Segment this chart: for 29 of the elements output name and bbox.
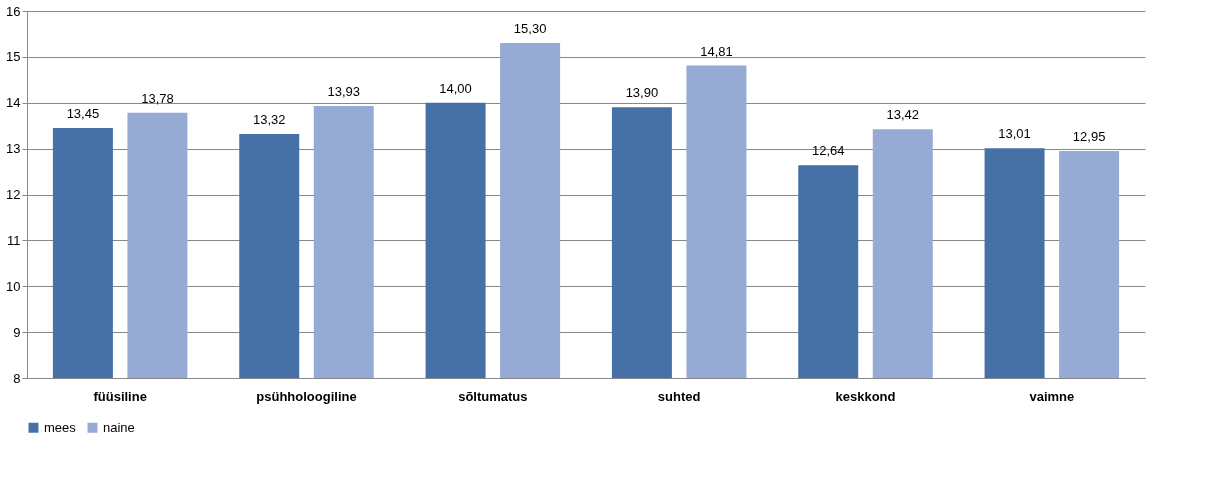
data-label: 13,93 xyxy=(327,83,361,99)
y-tick-label: 8 xyxy=(13,370,21,386)
data-label: 13,45 xyxy=(66,105,100,121)
y-tick-label: 9 xyxy=(13,324,21,340)
data-label: 14,81 xyxy=(700,43,733,59)
data-label: 12,95 xyxy=(1072,128,1106,144)
y-tick-label: 12 xyxy=(6,187,21,202)
data-label: 13,01 xyxy=(998,126,1031,142)
x-tick-label: füüsiline xyxy=(93,388,147,404)
x-tick-label: sõltumatus xyxy=(458,388,528,404)
data-label: 13,42 xyxy=(886,107,920,123)
data-label: 15,30 xyxy=(513,21,547,37)
data-label: 13,32 xyxy=(252,111,286,127)
y-tick-label: 11 xyxy=(7,232,21,248)
x-tick-label: suhted xyxy=(657,388,701,404)
y-tick-label: 15 xyxy=(6,49,21,65)
legend-label: naine xyxy=(103,419,135,435)
x-tick-label: keskkond xyxy=(835,388,896,404)
y-tick-label: 10 xyxy=(6,278,21,294)
x-tick-label: psühholoogiline xyxy=(256,388,357,404)
y-tick-label: 14 xyxy=(6,95,21,111)
y-tick-label: 16 xyxy=(6,3,21,19)
data-label: 12,64 xyxy=(811,143,845,159)
x-tick-label: vaimne xyxy=(1029,388,1075,404)
data-label: 14,00 xyxy=(439,80,472,96)
y-tick-label: 13 xyxy=(6,141,21,157)
data-label: 13,78 xyxy=(141,90,174,106)
data-label: 13,90 xyxy=(625,85,659,101)
legend-label: mees xyxy=(44,419,77,435)
